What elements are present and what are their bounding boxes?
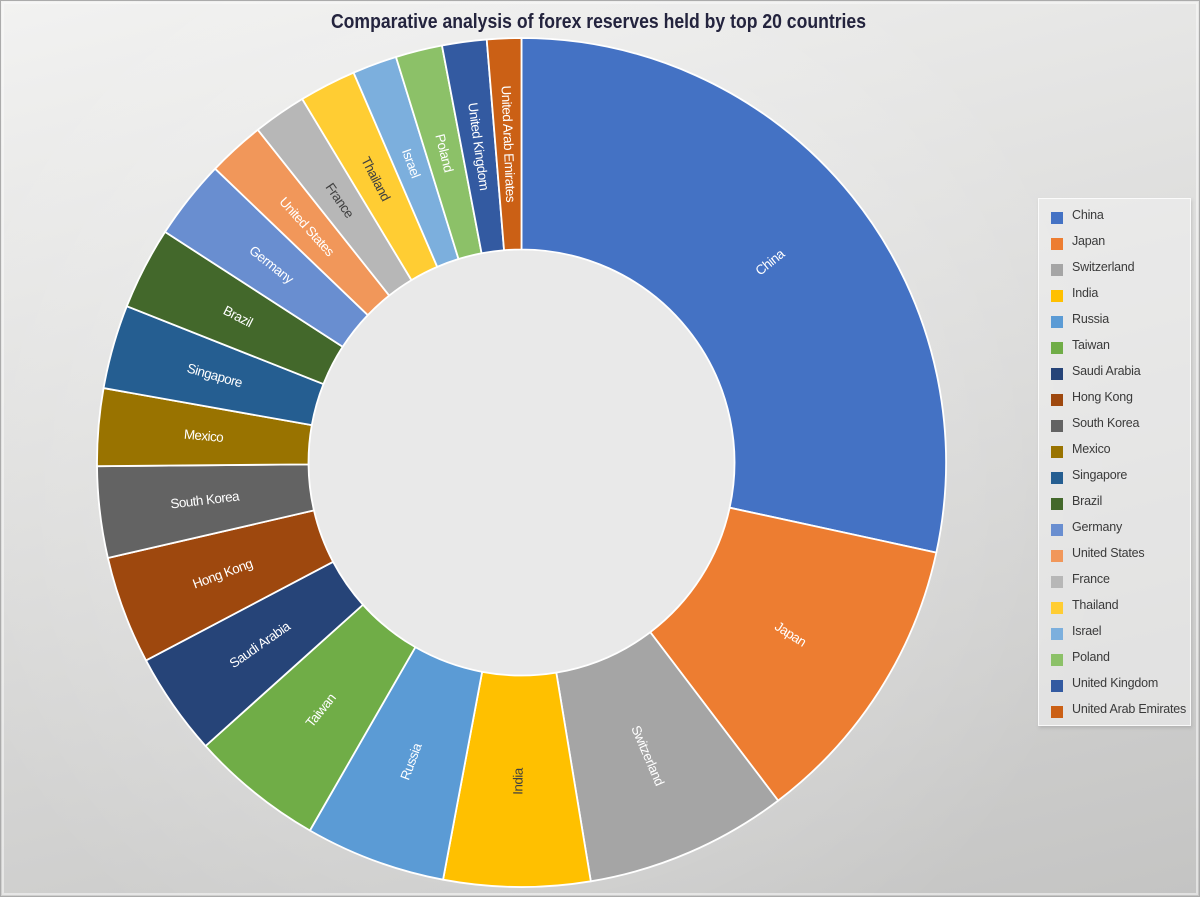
svg-text:Mexico: Mexico [183,427,224,445]
svg-text:India: India [510,767,525,795]
svg-text:United Arab Emirates: United Arab Emirates [499,85,519,203]
